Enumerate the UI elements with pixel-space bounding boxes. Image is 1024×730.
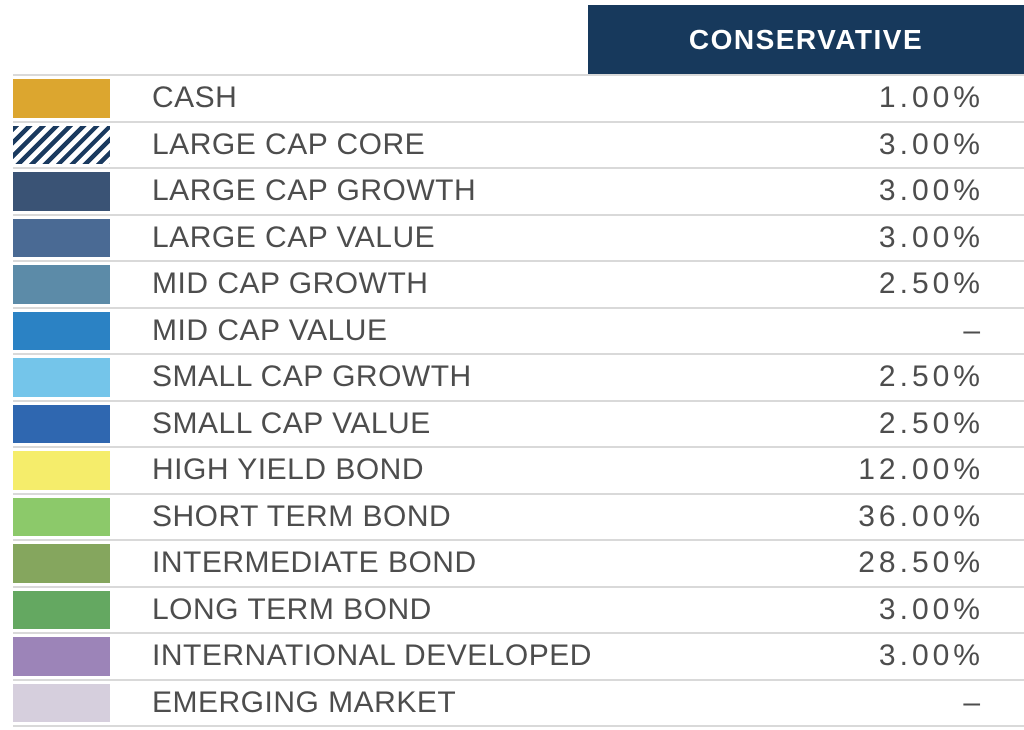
- allocation-value: 2.50%: [878, 360, 984, 394]
- table-row: SMALL CAP VALUE 2.50%: [13, 401, 1024, 448]
- color-swatch: [13, 79, 110, 118]
- table-row: SHORT TERM BOND 36.00%: [13, 494, 1024, 541]
- color-swatch: [13, 125, 110, 164]
- allocation-value: 1.00%: [878, 81, 984, 115]
- allocation-value: 3.00%: [878, 639, 984, 673]
- table-row: MID CAP GROWTH 2.50%: [13, 262, 1024, 309]
- asset-class-label: INTERMEDIATE BOND: [152, 546, 477, 580]
- color-swatch: [13, 497, 110, 536]
- swatch-cell: [13, 588, 110, 633]
- table-row: MID CAP VALUE –: [13, 308, 1024, 355]
- table-row: LARGE CAP VALUE 3.00%: [13, 215, 1024, 262]
- swatch-cell: [13, 634, 110, 679]
- column-header: CONSERVATIVE: [588, 5, 1024, 74]
- color-swatch: [13, 590, 110, 629]
- asset-class-label: SMALL CAP VALUE: [152, 406, 431, 440]
- color-swatch: [13, 683, 110, 722]
- table-row: CASH 1.00%: [13, 76, 1024, 123]
- asset-class-label: EMERGING MARKET: [152, 685, 457, 719]
- table-row: INTERMEDIATE BOND 28.50%: [13, 541, 1024, 588]
- asset-class-label: LARGE CAP CORE: [152, 127, 426, 161]
- color-swatch: [13, 265, 110, 304]
- allocation-value: –: [963, 313, 984, 347]
- allocation-value: 2.50%: [878, 406, 984, 440]
- allocation-value: 28.50%: [858, 546, 984, 580]
- allocation-value: 36.00%: [858, 499, 984, 533]
- color-swatch: [13, 172, 110, 211]
- swatch-cell: [13, 402, 110, 447]
- swatch-cell: [13, 169, 110, 214]
- swatch-cell: [13, 495, 110, 540]
- asset-class-label: SMALL CAP GROWTH: [152, 360, 472, 394]
- color-swatch: [13, 218, 110, 257]
- swatch-cell: [13, 216, 110, 261]
- table-row: SMALL CAP GROWTH 2.50%: [13, 355, 1024, 402]
- asset-class-label: LARGE CAP VALUE: [152, 220, 436, 254]
- asset-class-label: SHORT TERM BOND: [152, 499, 452, 533]
- allocation-table: CASH 1.00% LARGE CAP CORE 3.00% LARGE CA…: [13, 74, 1024, 727]
- swatch-cell: [13, 355, 110, 400]
- table-row: EMERGING MARKET –: [13, 680, 1024, 727]
- asset-class-label: MID CAP VALUE: [152, 313, 388, 347]
- allocation-value: 3.00%: [878, 592, 984, 626]
- allocation-value: 2.50%: [878, 267, 984, 301]
- swatch-cell: [13, 309, 110, 354]
- asset-class-label: LARGE CAP GROWTH: [152, 174, 477, 208]
- table-row: HIGH YIELD BOND 12.00%: [13, 448, 1024, 495]
- asset-class-label: MID CAP GROWTH: [152, 267, 429, 301]
- table-row: LARGE CAP CORE 3.00%: [13, 122, 1024, 169]
- allocation-value: 3.00%: [878, 220, 984, 254]
- swatch-cell: [13, 76, 110, 121]
- table-row: INTERNATIONAL DEVELOPED 3.00%: [13, 634, 1024, 681]
- table-row: LARGE CAP GROWTH 3.00%: [13, 169, 1024, 216]
- allocation-value: 3.00%: [878, 127, 984, 161]
- swatch-cell: [13, 262, 110, 307]
- color-swatch: [13, 358, 110, 397]
- swatch-cell: [13, 681, 110, 726]
- swatch-cell: [13, 541, 110, 586]
- color-swatch: [13, 637, 110, 676]
- table-row: LONG TERM BOND 3.00%: [13, 587, 1024, 634]
- swatch-cell: [13, 448, 110, 493]
- allocation-value: –: [963, 685, 984, 719]
- allocation-value: 3.00%: [878, 174, 984, 208]
- color-swatch: [13, 311, 110, 350]
- asset-class-label: INTERNATIONAL DEVELOPED: [152, 639, 592, 673]
- color-swatch: [13, 451, 110, 490]
- color-swatch: [13, 404, 110, 443]
- column-header-label: CONSERVATIVE: [688, 23, 924, 55]
- allocation-value: 12.00%: [858, 453, 984, 487]
- color-swatch: [13, 544, 110, 583]
- asset-class-label: HIGH YIELD BOND: [152, 453, 425, 487]
- asset-class-label: LONG TERM BOND: [152, 592, 432, 626]
- asset-class-label: CASH: [152, 81, 238, 115]
- swatch-cell: [13, 123, 110, 168]
